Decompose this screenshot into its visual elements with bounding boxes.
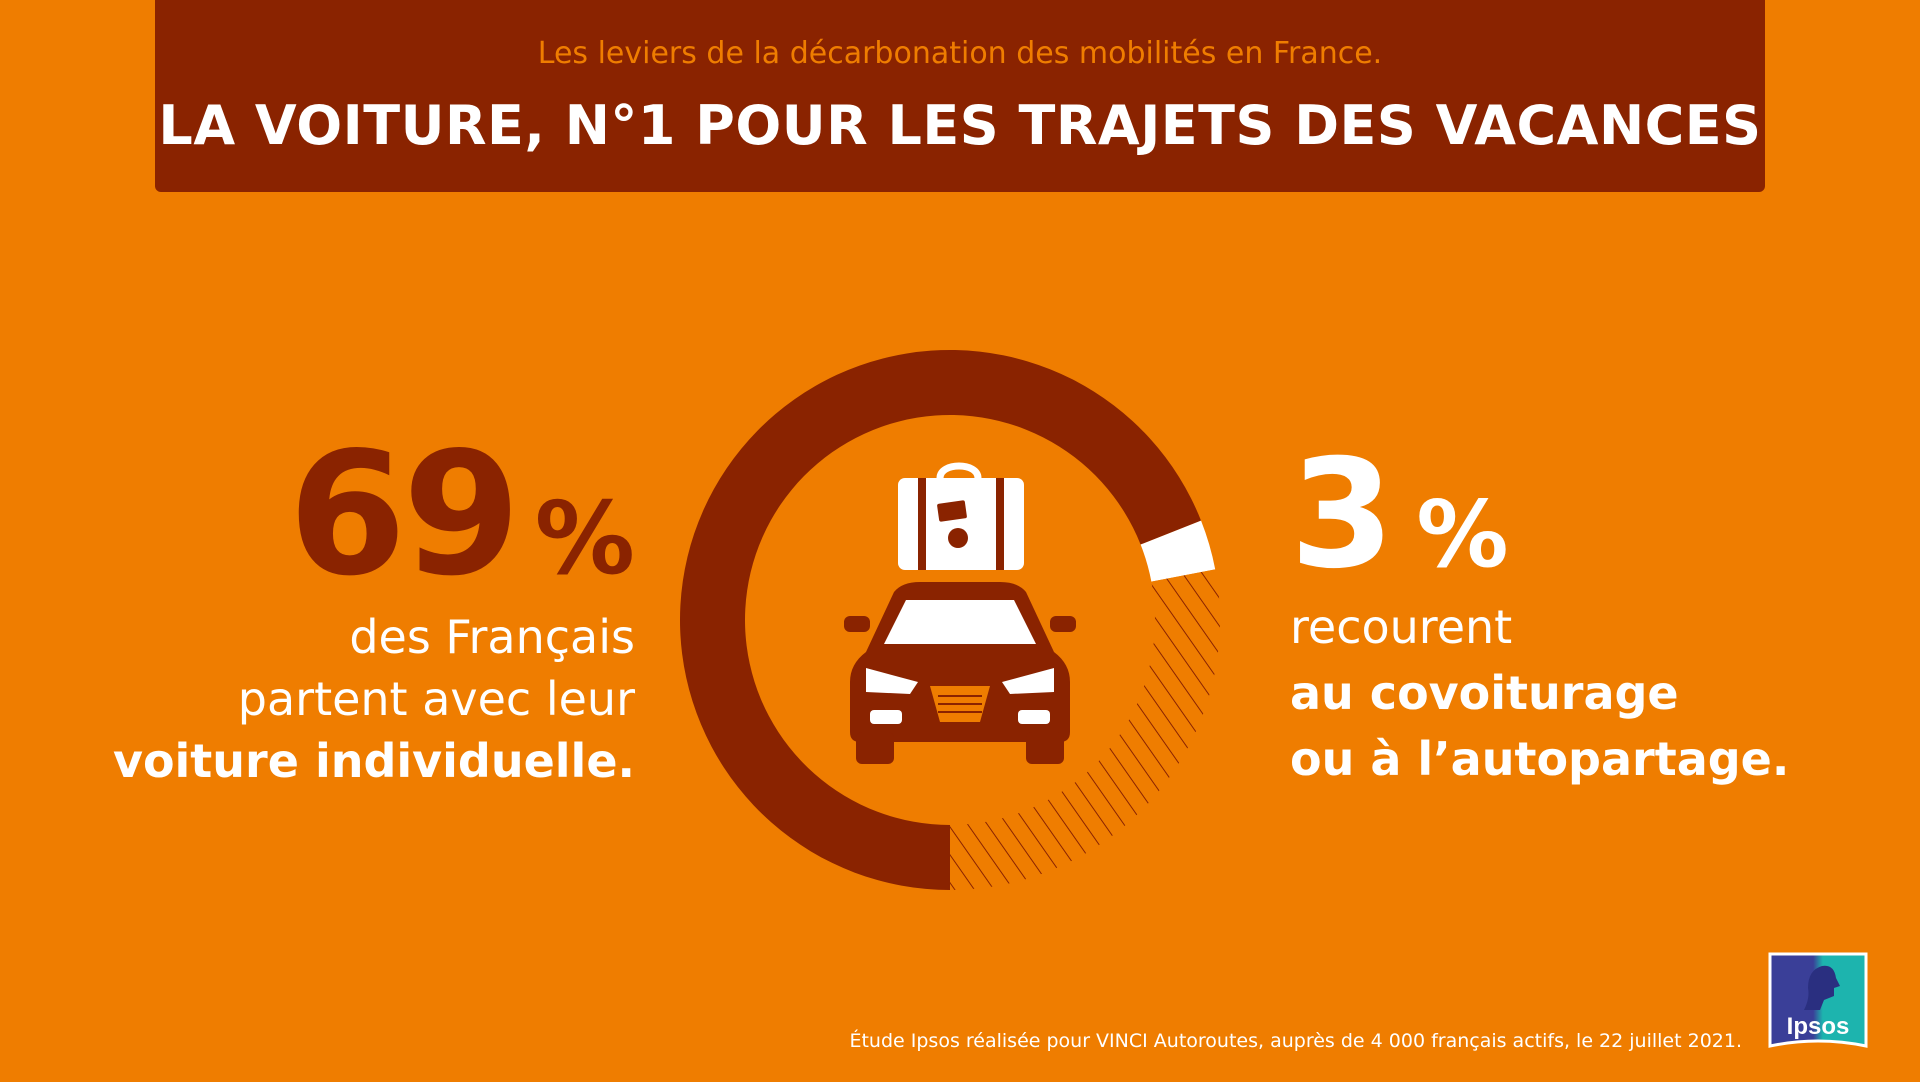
header-banner: Les leviers de la décarbonation des mobi… [155, 0, 1765, 192]
right-stat-figure: 3% [1290, 440, 1789, 590]
page-subtitle: Les leviers de la décarbonation des mobi… [537, 36, 1383, 71]
right-stat-line2: au covoiturage [1290, 666, 1679, 720]
suitcase-icon [898, 462, 1024, 570]
donut-segment-covoiturage [1140, 520, 1216, 582]
right-stat: 3% recourent au covoiturage ou à l’autop… [1290, 440, 1789, 792]
left-stat-line2: partent avec leur [237, 672, 635, 726]
right-stat-line3: ou à l’autopartage. [1290, 732, 1790, 786]
left-stat: 69% des Français partent avec leur voitu… [113, 430, 635, 792]
car-icon [844, 582, 1076, 764]
left-stat-line3: voiture individuelle. [112, 734, 635, 788]
left-stat-figure: 69% [113, 430, 635, 600]
logo-text: Ipsos [1787, 1013, 1850, 1040]
donut-segment-autres [950, 569, 1220, 890]
right-stat-value: 3 [1290, 428, 1394, 602]
right-stat-line1: recourent [1290, 600, 1513, 654]
donut-chart [680, 349, 1220, 890]
left-stat-unit: % [534, 480, 635, 597]
ipsos-logo: Ipsos [1768, 952, 1868, 1048]
footnote: Étude Ipsos réalisée pour VINCI Autorout… [849, 1030, 1742, 1052]
right-stat-unit: % [1416, 481, 1509, 588]
left-stat-value: 69 [288, 416, 521, 614]
page-title: LA VOITURE, N°1 POUR LES TRAJETS DES VAC… [158, 94, 1762, 157]
left-stat-line1: des Français [349, 610, 635, 664]
